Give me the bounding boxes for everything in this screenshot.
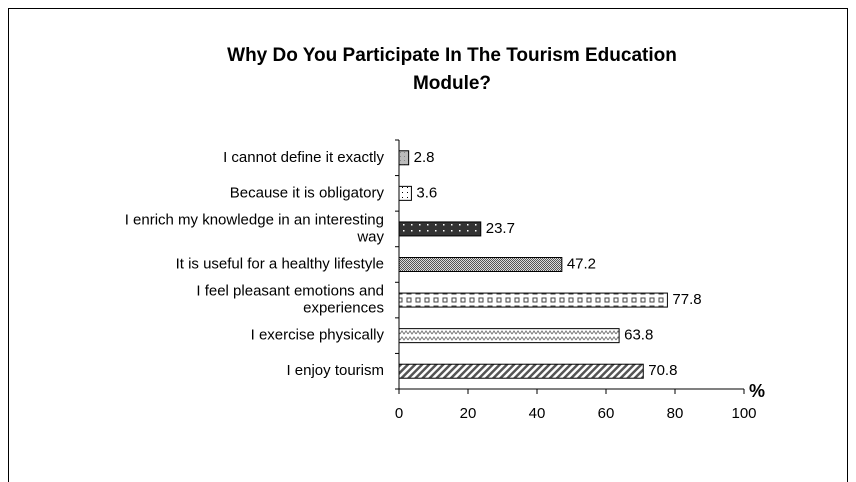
value-label: 23.7 xyxy=(486,220,515,237)
y-tick-label: Because it is obligatory xyxy=(230,184,385,201)
x-tick-label: 80 xyxy=(667,405,684,422)
value-label: 77.8 xyxy=(672,291,701,308)
bar xyxy=(398,257,563,272)
bar xyxy=(398,292,668,308)
bar xyxy=(398,328,620,344)
x-tick-label: 40 xyxy=(529,405,546,422)
value-label: 70.8 xyxy=(648,362,677,379)
x-tick-label: 60 xyxy=(598,405,615,422)
y-tick-label: It is useful for a healthy lifestyle xyxy=(176,255,384,272)
chart-frame xyxy=(8,8,848,482)
x-tick-label: 100 xyxy=(731,405,756,422)
y-tick-label: I cannot define it exactly xyxy=(223,149,384,166)
x-axis-label: % xyxy=(749,381,765,401)
y-tick-label: I exercise physically xyxy=(251,327,385,344)
x-tick-label: 20 xyxy=(460,405,477,422)
bar xyxy=(398,221,482,237)
bar xyxy=(398,150,410,166)
bar xyxy=(398,185,412,201)
value-label: 2.8 xyxy=(414,149,435,166)
y-tick-label: I feel pleasant emotions and experiences xyxy=(196,283,384,317)
y-tick-label: I enjoy tourism xyxy=(286,362,384,379)
chart-title: Why Do You Participate In The Tourism Ed… xyxy=(227,45,677,94)
value-label: 3.6 xyxy=(416,184,437,201)
value-label: 47.2 xyxy=(567,255,596,272)
value-label: 63.8 xyxy=(624,327,653,344)
x-tick-label: 0 xyxy=(395,405,403,422)
bar xyxy=(398,363,644,379)
y-tick-label: I enrich my knowledge in an interesting w… xyxy=(125,211,385,245)
